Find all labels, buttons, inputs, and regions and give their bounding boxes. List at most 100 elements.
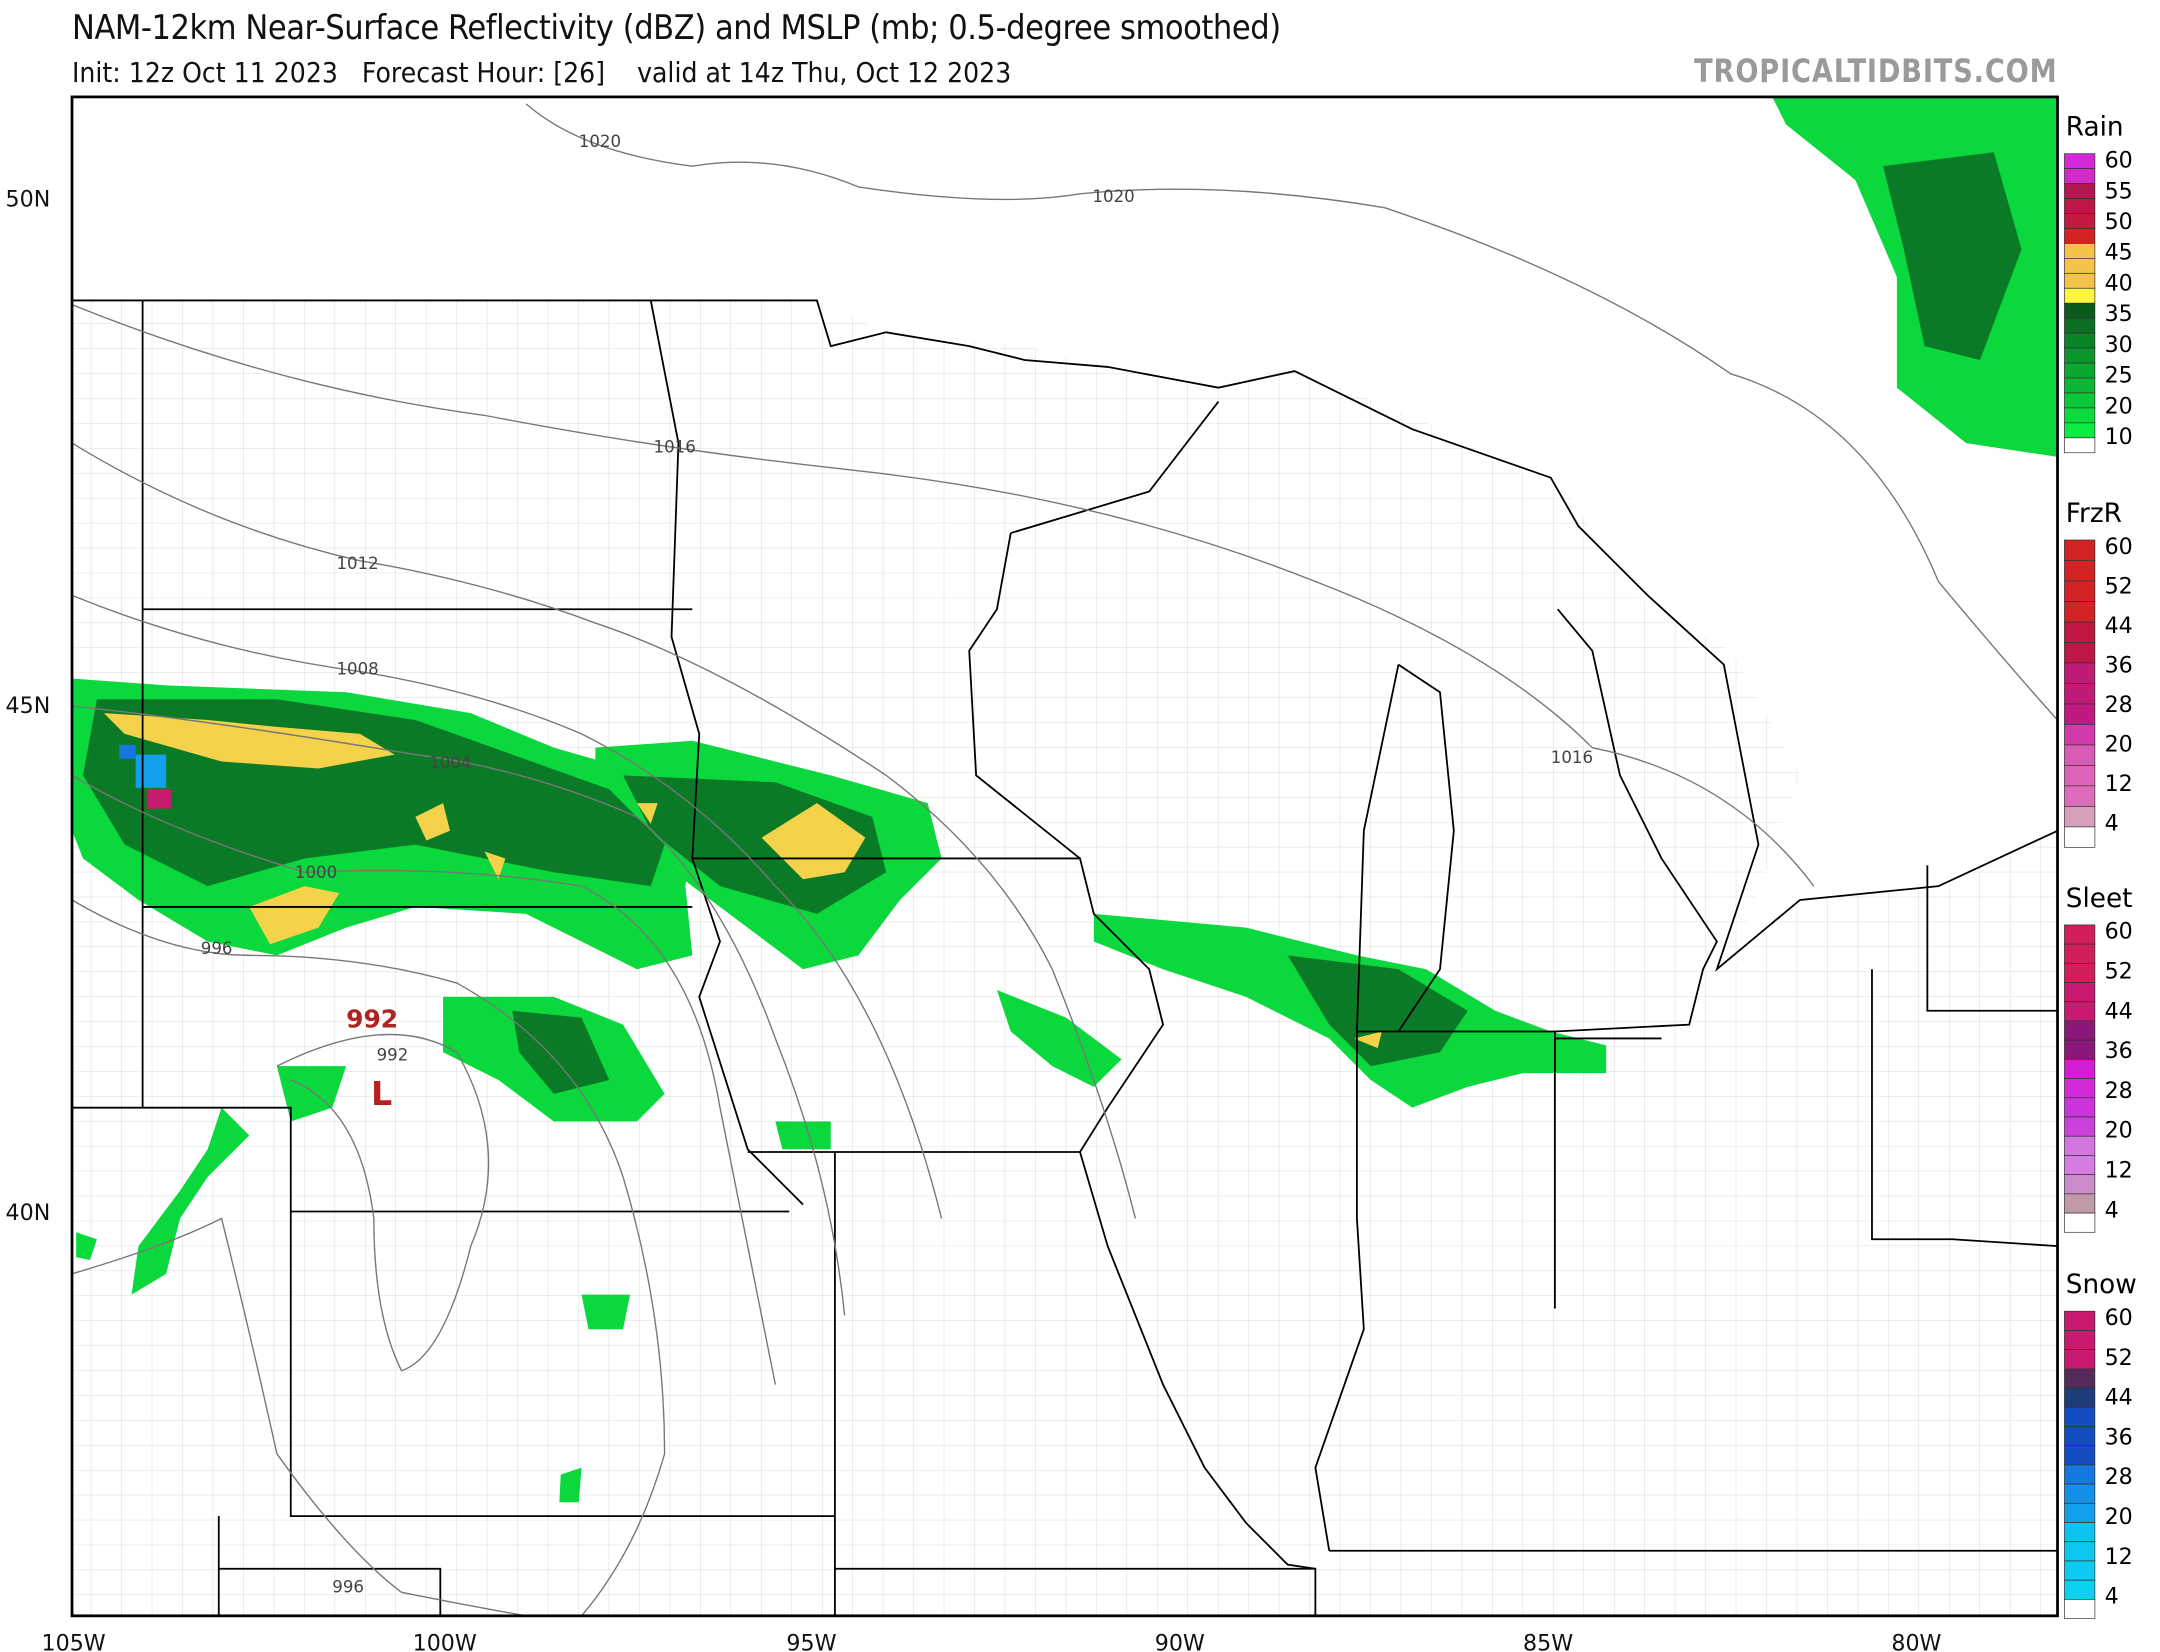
legend-label: 4	[2105, 1197, 2119, 1223]
legend-swatch	[2064, 601, 2096, 623]
legend-label: 20	[2105, 1118, 2133, 1144]
lon-label: 85W	[1523, 1630, 1573, 1652]
lat-labels: 50N 45N 40N	[6, 186, 51, 1226]
legend-swatch	[2064, 1212, 2096, 1233]
legend-label: 10	[2105, 424, 2133, 450]
legend-swatch	[2064, 1039, 2096, 1060]
lon-label: 100W	[413, 1630, 477, 1652]
legend-swatch	[2064, 1193, 2096, 1214]
legend-swatch	[2064, 924, 2096, 945]
legend-label: 50	[2105, 209, 2133, 235]
legend-label: 44	[2105, 613, 2133, 639]
legend-swatch	[2064, 1310, 2096, 1331]
legend-swatch	[2064, 228, 2096, 244]
legend-swatch	[2064, 560, 2096, 582]
legend-swatch	[2064, 785, 2096, 807]
legend-swatch	[2064, 1445, 2096, 1466]
lat-label: 45N	[6, 693, 51, 719]
legend-swatch	[2064, 1116, 2096, 1137]
legend-swatch	[2064, 1174, 2096, 1195]
legend-swatch	[2064, 1541, 2096, 1562]
legend-swatch	[2064, 347, 2096, 364]
legend-swatch	[2064, 1349, 2096, 1370]
isobar-label: 1004	[429, 753, 471, 772]
legend-label: 52	[2105, 573, 2133, 599]
legend-swatch	[2064, 168, 2096, 184]
legend-label: 4	[2105, 1584, 2119, 1610]
isobar-label: 1016	[654, 438, 696, 457]
legend-label: 52	[2105, 1345, 2133, 1371]
legend-swatch	[2064, 703, 2096, 725]
legend-label: 44	[2105, 998, 2133, 1024]
isobar-label: 996	[201, 939, 233, 958]
low-pressure-symbol: L	[371, 1074, 392, 1113]
lat-label: 50N	[6, 186, 51, 212]
legend-swatch	[2064, 422, 2096, 439]
legend-label: 44	[2105, 1385, 2133, 1411]
legend-label: 60	[2105, 919, 2133, 945]
legend-label: 36	[2105, 1038, 2133, 1064]
legend-swatch	[2064, 183, 2096, 199]
legend-label: 12	[2105, 1544, 2133, 1570]
legend-swatch	[2064, 1097, 2096, 1118]
legend-swatch	[2064, 1020, 2096, 1041]
map-title: NAM-12km Near-Surface Reflectivity (dBZ)…	[72, 8, 1281, 48]
legend-swatch	[2064, 272, 2096, 289]
legend-title: Snow	[2066, 1270, 2137, 1300]
legend-swatch	[2064, 213, 2096, 229]
legend-swatch	[2064, 258, 2096, 274]
legend-swatch	[2064, 1579, 2096, 1600]
legend-swatch	[2064, 1368, 2096, 1389]
legend-label: 40	[2105, 270, 2133, 296]
legend-swatch	[2064, 1135, 2096, 1156]
legend-swatch	[2064, 662, 2096, 684]
legend-swatch	[2064, 580, 2096, 602]
legend-title: Rain	[2066, 113, 2124, 143]
legend-label: 20	[2105, 393, 2133, 419]
legend-swatch	[2064, 407, 2096, 424]
legend-swatch	[2064, 317, 2096, 334]
legend-swatch	[2064, 1406, 2096, 1427]
lon-labels: 105W 100W 95W 90W 85W 80W	[42, 1630, 1942, 1652]
legend-label: 28	[2105, 692, 2133, 718]
legend-label: 28	[2105, 1464, 2133, 1490]
legend-sleet: Sleet 60 52 44 36 28 20 12 4	[2064, 884, 2133, 1233]
legend-swatch	[2064, 765, 2096, 787]
legend-title: Sleet	[2066, 884, 2133, 914]
isobar-label: 1008	[336, 659, 378, 678]
legend-swatch	[2064, 243, 2096, 259]
legend-swatch	[2064, 1560, 2096, 1581]
isobar-lines	[71, 103, 2058, 1616]
legend-swatch	[2064, 943, 2096, 964]
legend-swatch	[2064, 683, 2096, 705]
legend-label: 4	[2105, 810, 2119, 836]
legend-label: 45	[2105, 240, 2133, 266]
legend-swatch	[2064, 1426, 2096, 1447]
legend-frzr: FrzR 60 52 44 36 28 20 12 4	[2064, 499, 2133, 848]
legend-label: 52	[2105, 959, 2133, 985]
legend-label: 60	[2105, 148, 2133, 174]
legend-swatch	[2064, 962, 2096, 983]
isobar-label: 1020	[1092, 187, 1134, 206]
legend-swatch	[2064, 392, 2096, 409]
legend-swatch	[2064, 437, 2096, 454]
legend-label: 30	[2105, 332, 2133, 358]
legend-label: 60	[2105, 1305, 2133, 1331]
legend-swatch	[2064, 1522, 2096, 1543]
legend-label: 12	[2105, 771, 2133, 797]
legend-swatch	[2064, 826, 2096, 848]
legend-swatch	[2064, 642, 2096, 664]
map-frame	[70, 95, 2059, 1618]
low-pressure-center: 992 L	[346, 1004, 398, 1113]
legend-rain: Rain 60 55 50 45 40 35 30 25 20 10	[2064, 113, 2133, 454]
us-county-grid	[71, 300, 2058, 1616]
legend-swatch	[2064, 1078, 2096, 1099]
precip-type-legend: Rain60555045403530252010FrzR605244362820…	[2064, 113, 2137, 1619]
legend-label: 60	[2105, 534, 2133, 560]
legend-swatch	[2064, 1059, 2096, 1079]
legend-label: 28	[2105, 1078, 2133, 1104]
isobar-label: 1020	[579, 132, 621, 151]
legend-label: 20	[2105, 1504, 2133, 1530]
legend-swatch	[2064, 1599, 2096, 1619]
